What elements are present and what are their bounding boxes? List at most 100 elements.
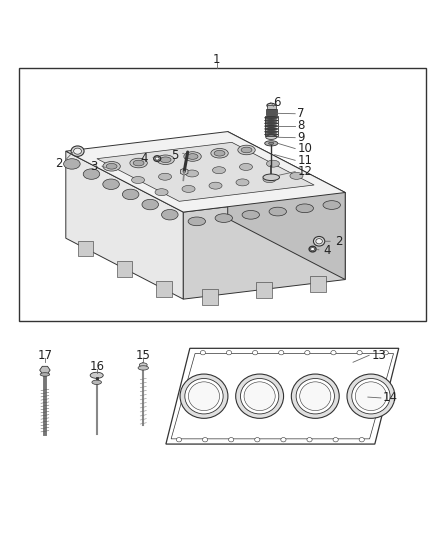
Text: 5: 5 bbox=[171, 149, 178, 161]
Ellipse shape bbox=[159, 173, 172, 180]
Text: 2: 2 bbox=[335, 235, 343, 248]
Polygon shape bbox=[228, 132, 345, 279]
Bar bbox=[19, 68, 426, 321]
Ellipse shape bbox=[138, 366, 148, 370]
Text: 9: 9 bbox=[297, 131, 305, 144]
Ellipse shape bbox=[265, 141, 278, 146]
Polygon shape bbox=[40, 366, 50, 374]
Ellipse shape bbox=[142, 199, 159, 210]
Ellipse shape bbox=[355, 382, 386, 410]
Ellipse shape bbox=[305, 351, 310, 355]
Ellipse shape bbox=[268, 142, 274, 144]
Ellipse shape bbox=[383, 351, 389, 355]
Ellipse shape bbox=[64, 159, 80, 169]
Bar bbox=[265, 116, 278, 136]
Ellipse shape bbox=[71, 146, 84, 156]
Ellipse shape bbox=[281, 438, 286, 442]
Ellipse shape bbox=[90, 372, 103, 378]
Ellipse shape bbox=[279, 351, 284, 355]
Ellipse shape bbox=[265, 125, 278, 127]
Bar bbox=[156, 281, 172, 297]
Ellipse shape bbox=[265, 122, 278, 125]
Ellipse shape bbox=[347, 374, 395, 418]
Ellipse shape bbox=[314, 237, 325, 246]
Ellipse shape bbox=[200, 351, 205, 355]
Ellipse shape bbox=[263, 174, 279, 181]
Text: 16: 16 bbox=[89, 360, 104, 373]
Ellipse shape bbox=[226, 351, 232, 355]
Ellipse shape bbox=[202, 438, 208, 442]
Ellipse shape bbox=[215, 214, 233, 222]
Ellipse shape bbox=[240, 378, 279, 414]
Ellipse shape bbox=[155, 157, 159, 160]
Polygon shape bbox=[166, 349, 399, 444]
Ellipse shape bbox=[300, 382, 331, 410]
Text: 15: 15 bbox=[136, 349, 151, 362]
Ellipse shape bbox=[242, 211, 259, 219]
Ellipse shape bbox=[359, 438, 364, 442]
Ellipse shape bbox=[209, 182, 222, 189]
Bar bbox=[267, 104, 276, 109]
Ellipse shape bbox=[211, 149, 228, 158]
Text: 2: 2 bbox=[56, 157, 63, 170]
Ellipse shape bbox=[238, 145, 255, 155]
Ellipse shape bbox=[311, 247, 314, 251]
Ellipse shape bbox=[139, 363, 147, 367]
Text: 8: 8 bbox=[297, 119, 305, 132]
Ellipse shape bbox=[184, 152, 201, 161]
Ellipse shape bbox=[266, 160, 279, 167]
Text: 11: 11 bbox=[297, 154, 312, 167]
Ellipse shape bbox=[265, 128, 278, 130]
Polygon shape bbox=[180, 168, 188, 175]
Ellipse shape bbox=[103, 161, 120, 171]
Ellipse shape bbox=[236, 179, 249, 186]
Ellipse shape bbox=[307, 438, 312, 442]
Bar bbox=[265, 109, 277, 115]
Polygon shape bbox=[66, 151, 184, 299]
Ellipse shape bbox=[133, 160, 144, 166]
Ellipse shape bbox=[263, 176, 276, 183]
Ellipse shape bbox=[103, 179, 119, 189]
Bar bbox=[202, 289, 218, 304]
Text: 1: 1 bbox=[213, 53, 221, 66]
Text: 12: 12 bbox=[297, 165, 312, 178]
Ellipse shape bbox=[162, 209, 178, 220]
Ellipse shape bbox=[188, 382, 219, 410]
Bar bbox=[311, 276, 326, 292]
Ellipse shape bbox=[83, 169, 100, 179]
Text: 4: 4 bbox=[141, 152, 148, 165]
Ellipse shape bbox=[265, 133, 278, 136]
Ellipse shape bbox=[266, 135, 277, 140]
Ellipse shape bbox=[290, 172, 303, 179]
Ellipse shape bbox=[265, 119, 278, 122]
Ellipse shape bbox=[267, 103, 276, 108]
Text: 7: 7 bbox=[297, 107, 305, 120]
Text: 4: 4 bbox=[324, 244, 331, 257]
Text: 10: 10 bbox=[297, 142, 312, 155]
Ellipse shape bbox=[177, 438, 182, 442]
Text: 17: 17 bbox=[37, 349, 53, 362]
Ellipse shape bbox=[185, 170, 198, 177]
Polygon shape bbox=[66, 132, 345, 212]
Ellipse shape bbox=[182, 185, 195, 192]
Ellipse shape bbox=[155, 189, 168, 196]
Ellipse shape bbox=[265, 117, 278, 119]
Text: 14: 14 bbox=[383, 391, 398, 405]
Ellipse shape bbox=[253, 351, 258, 355]
Ellipse shape bbox=[212, 167, 226, 174]
Ellipse shape bbox=[157, 155, 174, 165]
Ellipse shape bbox=[92, 380, 102, 384]
Ellipse shape bbox=[160, 157, 171, 163]
Ellipse shape bbox=[244, 382, 275, 410]
Ellipse shape bbox=[316, 239, 322, 244]
Ellipse shape bbox=[236, 374, 283, 418]
Text: 6: 6 bbox=[273, 96, 280, 109]
Ellipse shape bbox=[229, 438, 234, 442]
Polygon shape bbox=[184, 192, 345, 299]
Ellipse shape bbox=[122, 189, 139, 200]
Ellipse shape bbox=[131, 176, 145, 183]
Ellipse shape bbox=[265, 131, 278, 133]
Ellipse shape bbox=[130, 158, 147, 168]
Ellipse shape bbox=[269, 207, 286, 216]
Ellipse shape bbox=[352, 378, 390, 414]
